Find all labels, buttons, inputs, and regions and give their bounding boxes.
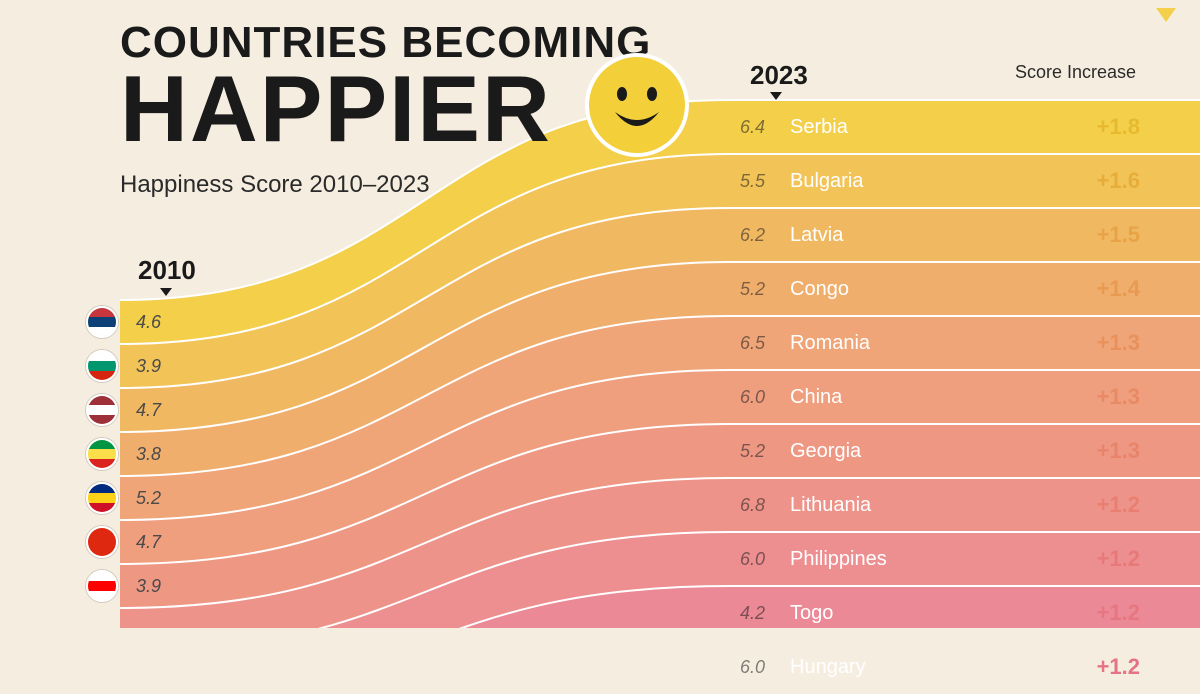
right-row: 4.2Togo+1.2 [740, 586, 1140, 640]
score-increase: +1.3 [1070, 438, 1140, 464]
right-row: 6.0Philippines+1.2 [740, 532, 1140, 586]
score-2023: 6.0 [740, 387, 790, 408]
score-2010: 4.7 [136, 532, 161, 553]
score-2023: 6.5 [740, 333, 790, 354]
left-row: 4.6 [86, 306, 161, 338]
score-2023: 5.5 [740, 171, 790, 192]
score-2023: 6.0 [740, 549, 790, 570]
year-label-2010: 2010 [138, 255, 196, 286]
score-increase: +1.8 [1070, 114, 1140, 140]
country-name: Lithuania [790, 494, 1070, 517]
right-row: 6.0Hungary+1.2 [740, 640, 1140, 694]
flag-icon [86, 350, 118, 382]
right-row: 6.2Latvia+1.5 [740, 208, 1140, 262]
smiley-icon [582, 50, 692, 160]
year-label-2023: 2023 [750, 60, 808, 91]
country-name: Latvia [790, 224, 1070, 247]
flag-icon [86, 438, 118, 470]
score-2023: 4.2 [740, 603, 790, 624]
corner-accent-triangle [1156, 8, 1176, 22]
score-increase: +1.2 [1070, 492, 1140, 518]
score-2023: 6.8 [740, 495, 790, 516]
right-row: 6.4Serbia+1.8 [740, 100, 1140, 154]
flag-icon [86, 526, 118, 558]
left-row: 5.2 [86, 482, 161, 514]
score-2010: 4.6 [136, 312, 161, 333]
score-2023: 5.2 [740, 279, 790, 300]
flag-icon [86, 394, 118, 426]
score-increase: +1.3 [1070, 330, 1140, 356]
country-name: Congo [790, 278, 1070, 301]
country-name: Serbia [790, 116, 1070, 139]
year-marker-2010 [160, 288, 172, 296]
score-increase: +1.2 [1070, 546, 1140, 572]
score-increase: +1.2 [1070, 654, 1140, 680]
score-2023: 6.4 [740, 117, 790, 138]
right-row: 5.5Bulgaria+1.6 [740, 154, 1140, 208]
score-increase: +1.3 [1070, 384, 1140, 410]
title-block: COUNTRIES BECOMING HAPPIER Happiness Sco… [120, 18, 651, 199]
score-2010: 3.8 [136, 444, 161, 465]
country-name: Bulgaria [790, 170, 1070, 193]
flag-icon [86, 570, 118, 602]
country-name: Togo [790, 602, 1070, 625]
subtitle: Happiness Score 2010–2023 [120, 171, 651, 199]
right-row: 5.2Georgia+1.3 [740, 424, 1140, 478]
flag-icon [86, 306, 118, 338]
score-increase-header: Score Increase [1015, 62, 1136, 83]
score-2023: 6.0 [740, 657, 790, 678]
year-marker-2023 [770, 92, 782, 100]
left-row: 4.7 [86, 394, 161, 426]
score-increase: +1.4 [1070, 276, 1140, 302]
right-row: 6.0China+1.3 [740, 370, 1140, 424]
flag-icon [86, 482, 118, 514]
left-row: 3.9 [86, 570, 161, 602]
score-increase: +1.2 [1070, 600, 1140, 626]
left-row: 4.7 [86, 526, 161, 558]
score-2023: 6.2 [740, 225, 790, 246]
country-name: Romania [790, 332, 1070, 355]
score-2010: 5.2 [136, 488, 161, 509]
right-row: 6.5Romania+1.3 [740, 316, 1140, 370]
country-name: China [790, 386, 1070, 409]
country-name: Georgia [790, 440, 1070, 463]
score-2010: 3.9 [136, 576, 161, 597]
country-name: Philippines [790, 548, 1070, 571]
title-line-2: HAPPIER [120, 64, 651, 153]
score-2023: 5.2 [740, 441, 790, 462]
country-name: Hungary [790, 656, 1070, 679]
score-2010: 4.7 [136, 400, 161, 421]
score-increase: +1.6 [1070, 168, 1140, 194]
left-row: 3.9 [86, 350, 161, 382]
left-row: 3.8 [86, 438, 161, 470]
score-2010: 3.9 [136, 356, 161, 377]
right-row: 5.2Congo+1.4 [740, 262, 1140, 316]
right-row: 6.8Lithuania+1.2 [740, 478, 1140, 532]
score-increase: +1.5 [1070, 222, 1140, 248]
